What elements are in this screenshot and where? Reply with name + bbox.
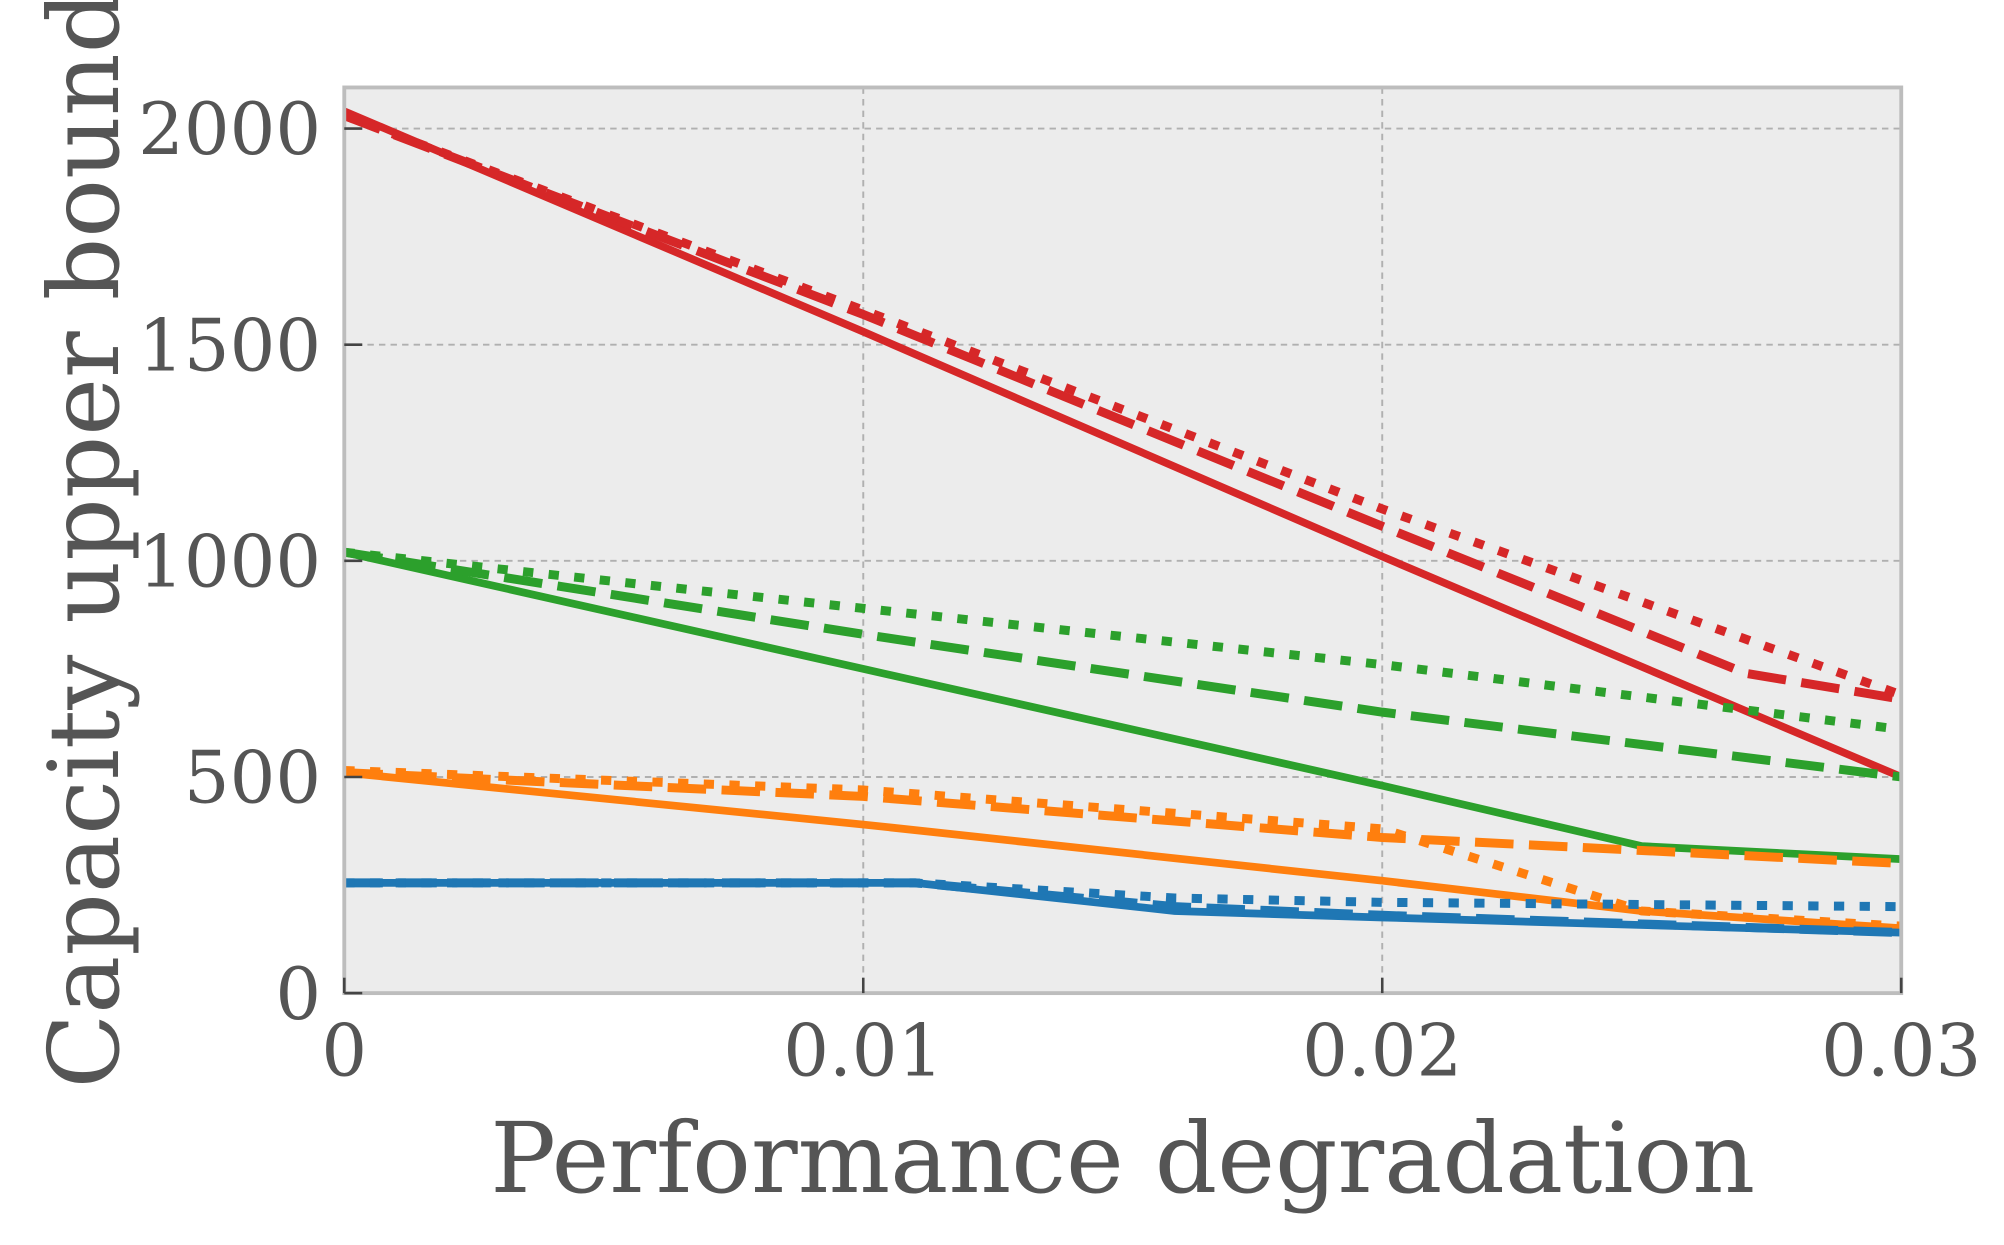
series-line-7 — [344, 768, 1902, 868]
series-line-10 — [344, 878, 1902, 938]
y-tick-label: 1000 — [138, 520, 321, 604]
series-line-1 — [342, 111, 1902, 704]
y-tick-label: 0 — [275, 952, 321, 1036]
x-tick-label: 0.01 — [783, 1008, 943, 1092]
series-line-5 — [343, 547, 1902, 734]
series-line-0 — [342, 107, 1903, 781]
y-tick-label: 500 — [184, 736, 321, 820]
y-axis-label: Capacity upper bound — [28, 0, 142, 1089]
series-line-4 — [343, 547, 1902, 782]
x-tick-label: 0 — [321, 1008, 367, 1092]
series-line-6 — [343, 768, 1902, 933]
series-line-11 — [344, 878, 1902, 912]
y-tick-label: 2000 — [138, 87, 321, 171]
plot-background — [344, 87, 1902, 994]
ticks: 0 0.01 0.02 0.03 0 500 1000 1500 2000 — [138, 87, 1981, 1092]
y-tick-label: 1500 — [138, 303, 321, 387]
series-line-2 — [342, 111, 1903, 700]
x-axis-label: Performance degradation — [490, 1102, 1755, 1216]
series-lines — [342, 107, 1903, 938]
x-tick-label: 0.02 — [1302, 1008, 1462, 1092]
x-tick-label: 0.03 — [1821, 1008, 1981, 1092]
plot-frame — [342, 85, 1904, 996]
